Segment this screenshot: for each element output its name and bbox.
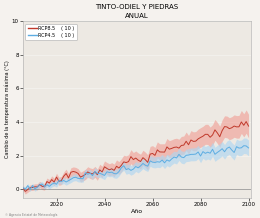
- Text: © Agencia Estatal de Meteorología: © Agencia Estatal de Meteorología: [5, 213, 57, 217]
- X-axis label: Año: Año: [131, 209, 143, 214]
- Title: TINTO-ODIEL Y PIEDRAS
ANUAL: TINTO-ODIEL Y PIEDRAS ANUAL: [95, 4, 179, 19]
- Legend: RCP8.5    ( 10 ), RCP4.5    ( 10 ): RCP8.5 ( 10 ), RCP4.5 ( 10 ): [25, 24, 77, 40]
- Y-axis label: Cambio de la temperatura máxima (°C): Cambio de la temperatura máxima (°C): [4, 60, 10, 158]
